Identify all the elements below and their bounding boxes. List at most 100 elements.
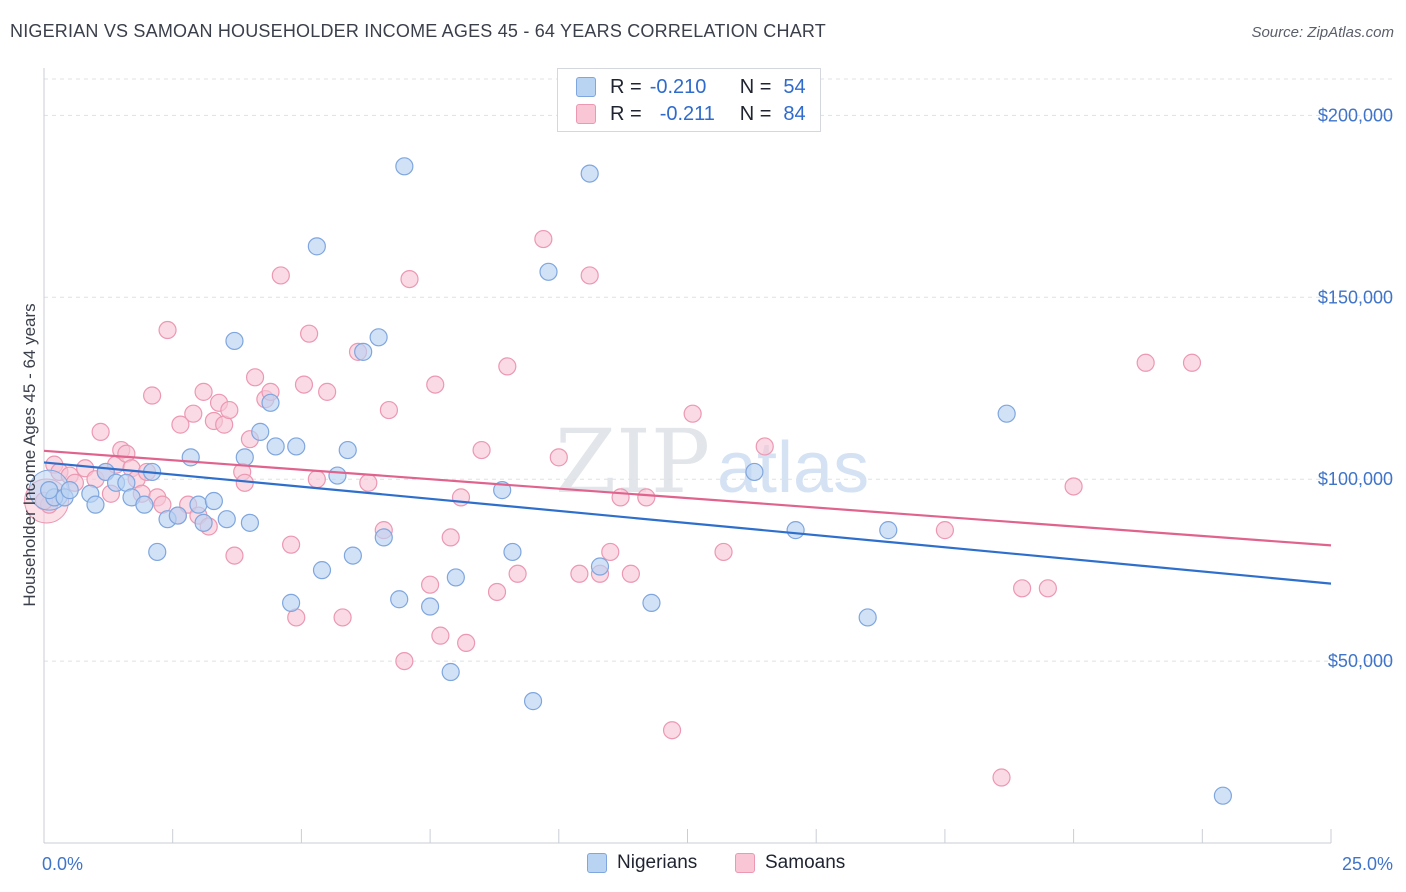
- legend-item-nigerians: Nigerians: [587, 852, 697, 874]
- source-label: Source: ZipAtlas.com: [1251, 24, 1394, 41]
- y-axis-label: Householder Income Ages 45 - 64 years: [20, 303, 39, 606]
- samoan-point: [225, 546, 244, 565]
- samoan-point: [487, 582, 507, 602]
- samoan-point: [379, 400, 399, 420]
- nigerian-point: [40, 481, 59, 500]
- y-tick-label: $150,000: [1318, 287, 1393, 307]
- samoan-point: [508, 564, 527, 583]
- nigerians-legend-swatch: [587, 853, 607, 873]
- samoans-swatch: [576, 104, 596, 124]
- nigerian-point: [590, 557, 610, 576]
- samoan-point: [498, 357, 517, 376]
- samoan-point: [184, 404, 203, 423]
- nigerian-point: [60, 481, 79, 500]
- nigerian-point: [312, 561, 332, 580]
- samoan-point: [611, 488, 630, 507]
- nigerians-legend-label: Nigerians: [617, 852, 698, 873]
- nigerian-point: [148, 542, 167, 562]
- samoan-point: [714, 542, 733, 562]
- samoan-point: [171, 415, 190, 434]
- nigerian-point: [266, 437, 285, 456]
- nigerian-point: [251, 422, 270, 441]
- samoan-point: [662, 721, 682, 740]
- samoans-legend-swatch: [735, 853, 755, 873]
- nigerian-point: [997, 404, 1016, 423]
- nigerian-point: [217, 510, 236, 529]
- samoan-point: [282, 535, 301, 554]
- nigerian-point: [858, 608, 877, 627]
- y-tick-label: $200,000: [1318, 105, 1393, 125]
- nigerian-point: [390, 590, 409, 609]
- samoan-point: [426, 375, 445, 394]
- samoan-point: [549, 448, 568, 467]
- samoan-point: [601, 542, 620, 562]
- nigerian-point: [194, 513, 213, 532]
- samoan-point: [935, 521, 955, 540]
- watermark-zip: ZIP: [555, 410, 710, 513]
- nigerian-point: [503, 542, 522, 562]
- samoan-point: [992, 768, 1011, 787]
- samoan-point: [1013, 579, 1032, 598]
- samoan-point: [637, 488, 656, 507]
- trend-lines: [43, 449, 1332, 585]
- chart-title: NIGERIAN VS SAMOAN HOUSEHOLDER INCOME AG…: [10, 21, 826, 41]
- samoan-point: [91, 422, 110, 441]
- nigerian-point: [204, 491, 223, 511]
- samoan-point: [1136, 353, 1155, 372]
- samoan-point: [441, 528, 460, 547]
- y-tick-label: $50,000: [1328, 651, 1393, 671]
- samoan-point: [621, 564, 640, 583]
- samoan-point: [534, 229, 553, 249]
- samoan-point: [570, 564, 589, 583]
- samoan-point: [1064, 477, 1083, 496]
- axes: [43, 68, 1332, 844]
- nigerian-point: [287, 437, 306, 456]
- samoan-point: [580, 266, 599, 285]
- nigerian-point: [343, 546, 362, 565]
- nigerian-trend-line: [43, 461, 1332, 585]
- nigerian-point: [328, 466, 347, 485]
- nigerian-point: [135, 495, 154, 514]
- legend-n-value: 84: [783, 102, 806, 125]
- nigerian-point: [307, 237, 326, 256]
- nigerian-point: [369, 328, 388, 347]
- samoan-point: [220, 400, 239, 420]
- nigerian-point: [786, 521, 805, 540]
- legend-r-label: R =: [610, 102, 642, 125]
- nigerian-point: [86, 495, 105, 514]
- legend-r-value: -0.211: [659, 102, 715, 125]
- nigerian-point: [446, 568, 465, 587]
- nigerians-swatch: [576, 77, 596, 97]
- samoan-point: [158, 320, 177, 340]
- samoan-point: [245, 368, 265, 387]
- samoan-point: [472, 440, 491, 460]
- samoan-point: [194, 382, 213, 401]
- samoan-point: [300, 324, 319, 343]
- samoan-point: [271, 266, 290, 285]
- x-tick-labels: 0.0% 25.0%: [42, 854, 1393, 874]
- samoan-point: [1038, 579, 1057, 598]
- nigerian-point: [1213, 786, 1232, 805]
- y-tick-labels: $50,000 $100,000 $150,000 $200,000: [1318, 105, 1393, 671]
- legend-item-samoans: Samoans: [735, 852, 845, 874]
- watermark-atlas: atlas: [717, 428, 869, 508]
- legend-row-nigerians: R = -0.210 N = 54: [576, 74, 806, 100]
- samoan-point: [457, 633, 476, 653]
- nigerian-point: [421, 597, 440, 616]
- samoans-legend-label: Samoans: [765, 852, 846, 873]
- nigerian-series: [28, 157, 1232, 805]
- legend-n-label: N =: [739, 102, 772, 125]
- samoan-point: [683, 404, 702, 423]
- nigerian-point: [580, 164, 599, 183]
- x-tick-label-max: 25.0%: [1342, 854, 1393, 874]
- nigerian-point: [225, 331, 244, 351]
- samoan-point: [431, 626, 450, 645]
- samoan-point: [143, 386, 162, 405]
- nigerian-point: [879, 521, 898, 540]
- legend-n-label: N =: [739, 75, 772, 98]
- nigerian-point: [235, 448, 254, 467]
- nigerian-point: [338, 440, 357, 460]
- y-tick-label: $100,000: [1318, 469, 1393, 489]
- samoan-point: [755, 437, 774, 456]
